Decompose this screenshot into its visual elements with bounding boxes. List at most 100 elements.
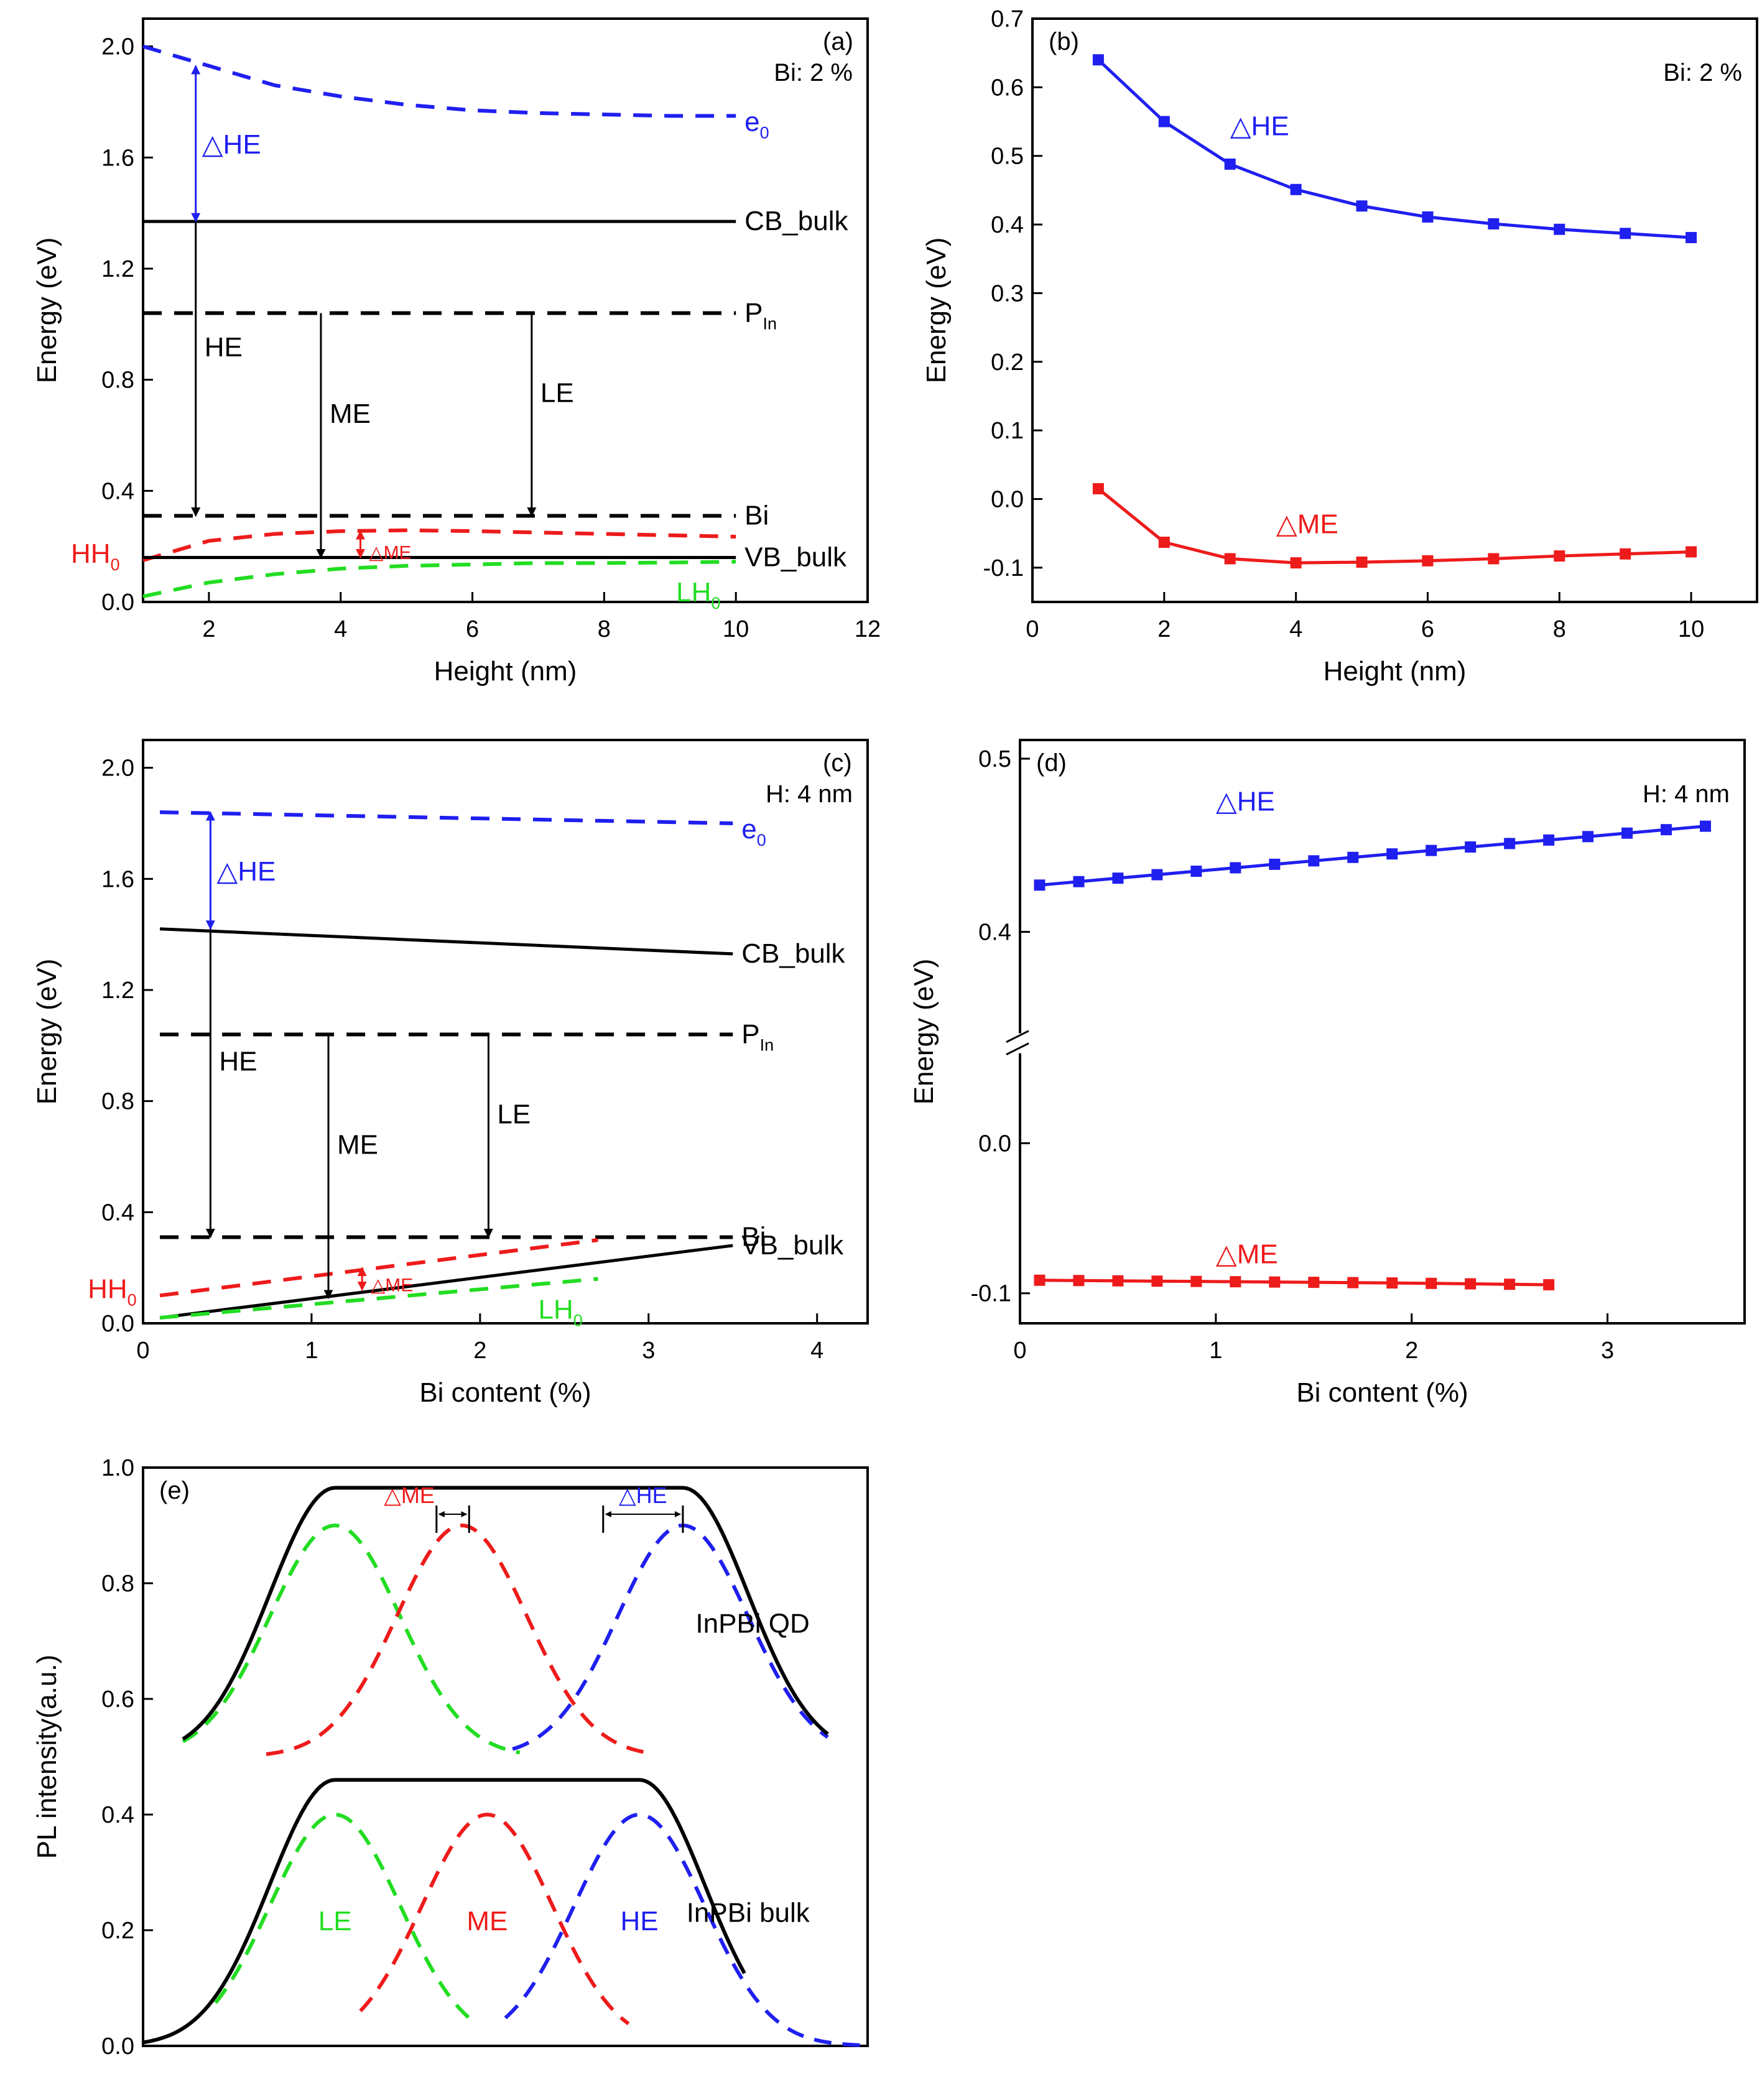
data-point: [1620, 228, 1631, 239]
x-tick-label: 2: [1157, 616, 1171, 642]
transition-label-ME: ME: [337, 1130, 378, 1160]
panel-annotation: Bi: 2 %: [774, 59, 853, 86]
x-tick-label: 2: [473, 1338, 486, 1364]
data-point: [1034, 1274, 1046, 1286]
plot-frame: [142, 739, 869, 1325]
transition-label-LE: LE: [497, 1099, 531, 1130]
data-point: [1465, 841, 1477, 853]
data-point: [1488, 553, 1500, 565]
panel-b: 0 2 4 6 8 10 -0.1 0.0 0.1 0.2 0.3 0.4 0.5 0.6 0.7 Heigh…: [921, 6, 1758, 687]
y-tick-label: 1.6: [101, 866, 134, 892]
y-axis-label: PL intensity(a.u.): [32, 1655, 62, 1859]
y-tick-label: 0.0: [991, 486, 1024, 512]
data-point: [1230, 1276, 1241, 1288]
x-tick-label: 10: [1678, 616, 1704, 642]
data-point: [1386, 848, 1398, 860]
data-point: [1269, 1276, 1281, 1288]
y-tick-label: 2.0: [101, 756, 134, 782]
panel-label: (d): [1036, 749, 1067, 777]
delta-label: △HE: [619, 1482, 667, 1508]
panel-label: (e): [159, 1477, 190, 1504]
x-tick-label: 2: [202, 616, 215, 642]
data-point: [1422, 555, 1434, 567]
data-point: [1386, 1277, 1398, 1289]
series-label-CB_bulk: CB_bulk: [744, 206, 848, 236]
series-label-Bi: Bi: [741, 1222, 766, 1252]
panel-c: 0 1 2 3 4 0.0 0.4 0.8 1.2 1.6 2.0 Bi content (%) Ene…: [32, 739, 869, 1408]
data-point: [1582, 831, 1594, 843]
y-tick-label: 1.2: [101, 256, 134, 282]
y-tick-label: -0.1: [983, 555, 1024, 581]
series-label-CB_bulk: CB_bulk: [741, 938, 845, 969]
data-point: [1190, 866, 1202, 877]
series-line-LH0: [142, 560, 736, 599]
series-label-LH0: LH0: [539, 1295, 583, 1330]
data-point: [1347, 1277, 1359, 1288]
delta-label: △ME: [369, 543, 412, 563]
series-line-VB_bulk: [159, 1244, 733, 1320]
series-label-VB_bulk: VB_bulk: [744, 542, 847, 573]
y-tick-label: 0.4: [978, 920, 1011, 946]
data-point: [1356, 556, 1368, 568]
panel-annotation: H: 4 nm: [766, 780, 853, 808]
y-tick-label: 0.4: [101, 1200, 134, 1226]
y-tick-label: 0.5: [978, 746, 1011, 772]
y-tick-label: 0.0: [101, 2033, 134, 2060]
series-label-e0: e0: [741, 814, 766, 849]
data-point: [1158, 536, 1170, 548]
data-point: [1356, 200, 1368, 212]
transition-label-ME: ME: [330, 399, 371, 429]
peak-label-HE: HE: [620, 1906, 658, 1936]
data-point: [1073, 1275, 1085, 1287]
data-point: [1308, 855, 1320, 867]
y-tick-label: 0.7: [991, 6, 1024, 32]
plot-frame: [1019, 739, 1746, 1325]
data-point: [1151, 869, 1163, 881]
series-label-e0: e0: [744, 106, 769, 142]
y-axis-label: Energy (eV): [909, 959, 939, 1105]
panel-d: 0 1 2 3 -0.1 0.0 0.4 0.5 Bi content (%) Energy (e…: [909, 739, 1746, 1408]
series-label-HH0: HH0: [88, 1274, 137, 1309]
data-point: [1151, 1275, 1163, 1287]
data-point: [1034, 879, 1046, 891]
series-label: △HE: [1230, 111, 1289, 142]
x-tick-label: 6: [1421, 616, 1434, 642]
x-tick-label: 8: [598, 616, 611, 642]
data-point: [1230, 862, 1241, 874]
x-tick-label: 4: [334, 616, 347, 642]
y-tick-label: 0.6: [101, 1686, 134, 1713]
series-label: △ME: [1216, 1239, 1278, 1269]
series-line-LH0: [159, 1277, 598, 1320]
delta-label: △ME: [384, 1482, 435, 1508]
panel-label: (b): [1049, 28, 1079, 55]
series-line-HH0: [142, 528, 736, 562]
panel-a: 2 4 6 8 10 12 0.0 0.4 0.8 1.2 1.6 2.0 Height (nm) Ene…: [32, 17, 881, 687]
y-tick-label: 0.0: [978, 1131, 1011, 1157]
data-point: [1621, 827, 1633, 839]
x-tick-label: 3: [1601, 1338, 1614, 1364]
x-tick-label: 10: [723, 616, 749, 642]
y-tick-label: 1.0: [101, 1455, 134, 1481]
series-line: [1039, 1279, 1549, 1287]
y-tick-label: 0.0: [101, 1311, 134, 1337]
y-tick-label: 0.6: [991, 75, 1024, 101]
series-line: [1097, 487, 1692, 565]
data-point: [1504, 838, 1516, 849]
series-line: [1039, 825, 1706, 887]
data-point: [1308, 1277, 1320, 1288]
group-label: InPBi bulk: [687, 1898, 810, 1928]
y-tick-label: 0.1: [991, 418, 1024, 444]
series-label: △HE: [1216, 787, 1275, 817]
data-point: [1543, 1279, 1555, 1290]
peak-curve-ME: [359, 1812, 630, 2025]
group-label: InPBi QD: [695, 1609, 809, 1639]
delta-label: △HE: [202, 129, 261, 160]
delta-label: △ME: [371, 1275, 413, 1295]
series-line-CB_bulk: [159, 927, 733, 956]
peak-label-LE: LE: [318, 1906, 352, 1936]
data-point: [1092, 483, 1104, 494]
series-line-HH0: [159, 1238, 598, 1298]
axis-break-mark: [1006, 1042, 1029, 1056]
data-point: [1543, 834, 1555, 846]
